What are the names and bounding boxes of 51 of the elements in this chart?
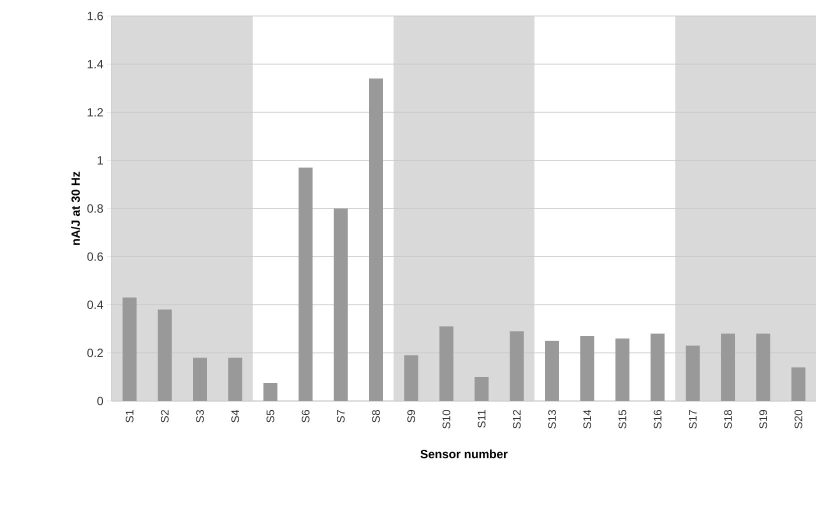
bar: [439, 326, 454, 401]
bar: [158, 310, 172, 401]
bar: [298, 168, 313, 401]
bar: [686, 346, 700, 401]
x-tick-label: S5: [266, 410, 274, 422]
bar: [615, 338, 630, 401]
x-tick-label: S20: [794, 410, 802, 429]
x-tick-label: S14: [583, 410, 592, 429]
x-tick-label: S8: [372, 410, 380, 422]
x-tick-label: S13: [548, 410, 556, 429]
bar: [580, 336, 594, 401]
bar: [510, 331, 524, 401]
x-tick-label: S10: [442, 410, 450, 429]
bar: [193, 358, 207, 401]
y-tick-label: 0.4: [87, 300, 104, 309]
y-tick-label: 0.6: [87, 252, 103, 261]
x-tick-label: S11: [478, 410, 486, 428]
x-tick-label: S18: [724, 410, 732, 429]
bar: [721, 334, 736, 401]
x-tick-label: S16: [654, 410, 662, 429]
x-tick-label: S4: [231, 410, 240, 422]
x-tick-label: S15: [618, 410, 626, 429]
x-tick-label: S12: [512, 410, 521, 429]
x-axis-title: Sensor number: [420, 450, 508, 458]
x-tick-label: S1: [126, 410, 134, 422]
bar: [334, 208, 348, 401]
bar: [228, 358, 242, 401]
x-tick-label: S19: [759, 410, 768, 429]
x-tick-label: S9: [407, 410, 416, 422]
bar: [122, 298, 137, 401]
bar: [404, 355, 418, 401]
bar: [756, 334, 770, 401]
bar: [369, 78, 384, 401]
x-tick-label: S2: [160, 410, 169, 422]
y-tick-label: 0: [97, 396, 104, 406]
y-tick-label: 0.2: [87, 348, 103, 358]
x-tick-label: S6: [302, 410, 310, 422]
bar: [791, 367, 806, 401]
y-tick-label: 0.8: [87, 204, 103, 213]
bar: [650, 334, 665, 401]
x-tick-label: S17: [688, 410, 697, 429]
bar: [545, 340, 560, 401]
y-tick-label: 1.2: [88, 108, 103, 116]
x-tick-label: S3: [196, 410, 204, 422]
y-tick-label: 1.4: [88, 60, 104, 68]
y-tick-label: 1.6: [88, 12, 103, 20]
bar: [263, 382, 278, 401]
y-tick-label: 1: [98, 156, 103, 164]
bar: [474, 376, 489, 401]
x-tick-label: S7: [336, 410, 345, 422]
y-axis-title: nA/J at 30 Hz: [71, 172, 80, 245]
